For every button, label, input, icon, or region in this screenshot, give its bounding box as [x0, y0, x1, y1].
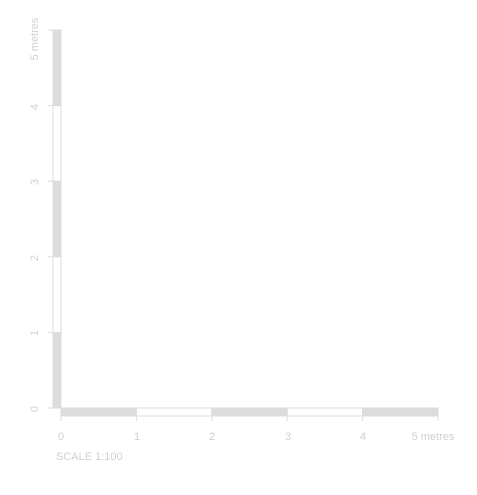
- h-tick-label-4: 4: [360, 431, 366, 443]
- v-tick-label-3: 3: [29, 179, 41, 185]
- h-scale-segment-2: [135, 407, 213, 417]
- v-scale-segment-1: [52, 331, 62, 409]
- h-scale-segment-5: [362, 407, 439, 417]
- v-tick-label-4: 4: [29, 104, 41, 110]
- v-tick-label-5: 5 metres: [29, 17, 41, 60]
- horizontal-tick-marks: [60, 416, 439, 421]
- v-scale-segment-3: [52, 180, 62, 258]
- vertical-scale-bar: [52, 29, 62, 409]
- h-tick-label-5: 5 metres: [412, 431, 455, 443]
- vertical-tick-marks: [48, 29, 53, 409]
- h-tick-label-2: 2: [209, 431, 215, 443]
- h-tick-label-3: 3: [285, 431, 291, 443]
- v-tick-label-2: 2: [29, 255, 41, 261]
- v-scale-segment-4: [52, 105, 62, 182]
- v-scale-segment-5: [52, 29, 62, 107]
- h-scale-segment-4: [286, 407, 364, 417]
- h-scale-segment-1: [60, 407, 137, 417]
- v-scale-segment-2: [52, 256, 62, 333]
- v-tick-label-0: 0: [29, 406, 41, 412]
- v-tick-label-1: 1: [29, 330, 41, 336]
- scale-ratio-label: SCALE 1:100: [56, 451, 123, 463]
- h-tick-label-0: 0: [58, 431, 64, 443]
- h-tick-label-1: 1: [134, 431, 140, 443]
- h-scale-segment-3: [211, 407, 288, 417]
- horizontal-scale-bar: [60, 407, 439, 417]
